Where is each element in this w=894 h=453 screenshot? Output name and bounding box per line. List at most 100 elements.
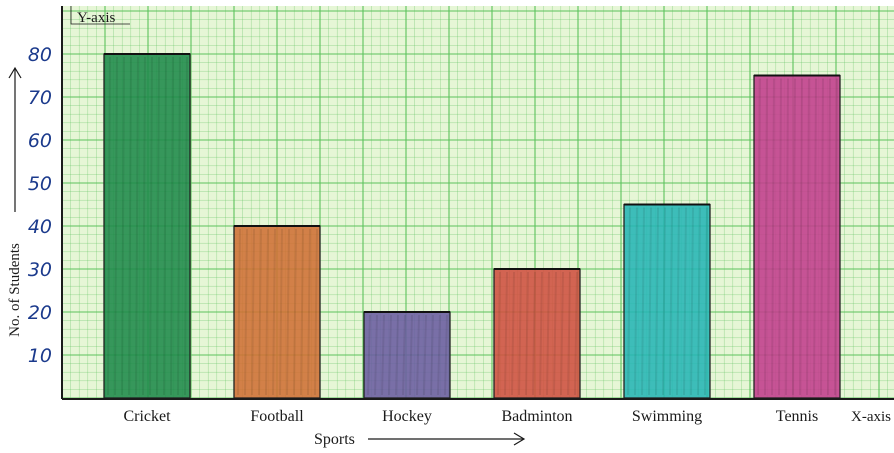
y-tick-label: 40: [28, 216, 52, 238]
bar-texture: [307, 228, 311, 396]
bar-texture: [525, 271, 529, 396]
bar-texture: [402, 314, 406, 396]
bar-texture: [697, 207, 701, 396]
bars-group: [103, 53, 841, 399]
bar-texture: [634, 207, 638, 396]
bar-texture: [416, 314, 420, 396]
bar-texture: [279, 228, 283, 396]
bar-rect: [233, 225, 321, 399]
x-tick-label: Hockey: [382, 408, 432, 425]
y-tick-label: 60: [28, 130, 52, 152]
bar-texture: [511, 271, 515, 396]
bar-rect: [103, 53, 191, 399]
x-axis-label: Sports: [314, 431, 355, 448]
bar-texture: [156, 56, 160, 396]
y-tick-labels: 10 20 30 40 50 60 70 80: [28, 44, 52, 367]
x-tick-label: Football: [250, 408, 304, 425]
bar-rect: [363, 311, 451, 399]
bar-texture: [430, 314, 434, 396]
bar-texture: [627, 207, 631, 396]
bar-texture: [177, 56, 181, 396]
bar-texture: [444, 314, 448, 396]
y-tick-label: 30: [28, 259, 52, 281]
x-tick-label: Swimming: [632, 408, 702, 425]
bar-texture: [128, 56, 132, 396]
y-tick-label: 80: [28, 44, 52, 66]
bar-texture: [437, 314, 441, 396]
bar-cricket: [103, 53, 191, 399]
bar-texture: [395, 314, 399, 396]
bar-texture: [114, 56, 118, 396]
bar-texture: [792, 78, 796, 396]
bar-texture: [381, 314, 385, 396]
y-tick-label: 70: [28, 87, 52, 109]
bar-texture: [121, 56, 125, 396]
y-label-arrow: [8, 66, 22, 212]
bar-texture: [560, 271, 564, 396]
bar-texture: [669, 207, 673, 396]
bar-texture: [757, 78, 761, 396]
bar-texture: [641, 207, 645, 396]
bar-rect: [493, 268, 581, 399]
bar-texture: [300, 228, 304, 396]
bar-texture: [764, 78, 768, 396]
bar-texture: [163, 56, 167, 396]
y-tick-label: 50: [28, 173, 52, 195]
x-label-arrow: [368, 432, 526, 446]
bar-texture: [834, 78, 838, 396]
x-axis-name: X-axis: [851, 409, 891, 425]
bar-texture: [258, 228, 262, 396]
bar-texture: [799, 78, 803, 396]
bar-texture: [265, 228, 269, 396]
bar-texture: [170, 56, 174, 396]
x-tick-label: Cricket: [123, 408, 171, 425]
bar-texture: [553, 271, 557, 396]
bar-swimming: [623, 203, 711, 399]
bar-texture: [827, 78, 831, 396]
x-tick-labels: Cricket Football Hockey Badminton Swimming Te…: [123, 408, 818, 425]
bar-texture: [806, 78, 810, 396]
y-axis-name: Y-axis: [77, 10, 115, 26]
bar-texture: [704, 207, 708, 396]
x-tick-label: Badminton: [501, 408, 572, 425]
bar-texture: [567, 271, 571, 396]
bar-texture: [546, 271, 550, 396]
bar-texture: [785, 78, 789, 396]
bar-texture: [504, 271, 508, 396]
bar-texture: [251, 228, 255, 396]
bar-texture: [409, 314, 413, 396]
bar-texture: [286, 228, 290, 396]
bar-texture: [648, 207, 652, 396]
y-tick-label: 10: [28, 345, 52, 367]
bar-hockey: [363, 311, 451, 399]
bar-texture: [676, 207, 680, 396]
y-axis-label: No. of Students: [7, 243, 23, 337]
axes: [61, 6, 894, 400]
x-tick-label: Tennis: [776, 408, 818, 425]
bar-texture: [388, 314, 392, 396]
bar-texture: [655, 207, 659, 396]
bar-texture: [813, 78, 817, 396]
bar-texture: [149, 56, 153, 396]
bar-texture: [532, 271, 536, 396]
bar-texture: [518, 271, 522, 396]
bar-texture: [778, 78, 782, 396]
bar-tennis: [753, 74, 841, 399]
bar-texture: [293, 228, 297, 396]
y-axis-name-bracket: [70, 6, 130, 25]
bar-texture: [314, 228, 318, 396]
bar-texture: [423, 314, 427, 396]
bar-football: [233, 225, 321, 399]
bar-texture: [497, 271, 501, 396]
bar-texture: [237, 228, 241, 396]
bar-texture: [771, 78, 775, 396]
bar-texture: [683, 207, 687, 396]
y-tick-label: 20: [28, 302, 52, 324]
bar-texture: [244, 228, 248, 396]
bar-texture: [574, 271, 578, 396]
bar-texture: [272, 228, 276, 396]
bar-texture: [820, 78, 824, 396]
bar-texture: [135, 56, 139, 396]
bar-texture: [142, 56, 146, 396]
